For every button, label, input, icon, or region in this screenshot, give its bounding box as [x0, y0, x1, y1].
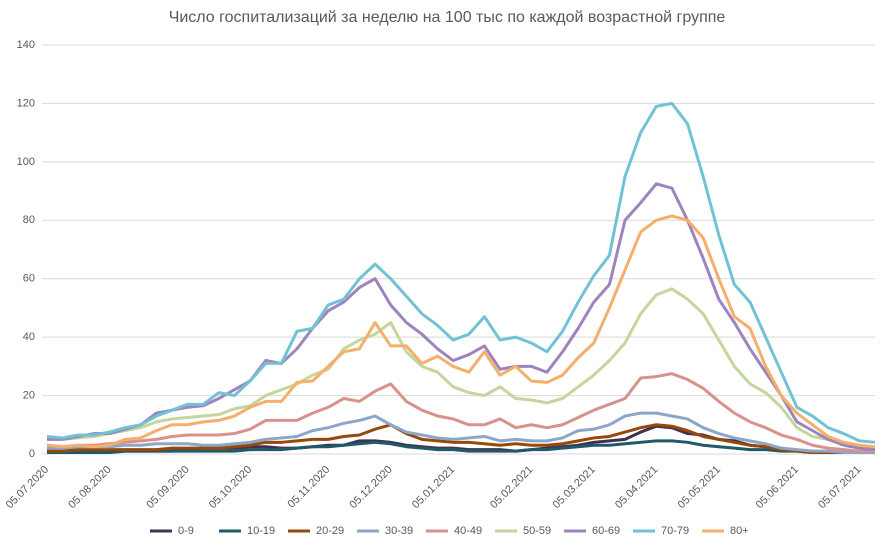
series-line [46, 214, 876, 449]
y-tick-label: 120 [17, 97, 35, 109]
chart-title: Число госпитализаций за неделю на 100 ты… [169, 9, 726, 26]
x-tick-label: 05.11.2020 [286, 464, 333, 511]
series-line [46, 101, 876, 444]
legend-label: 30-39 [385, 525, 413, 537]
x-tick-label: 05.06.2021 [754, 464, 801, 511]
legend-label: 20-29 [316, 525, 344, 537]
legend-label: 60-69 [592, 525, 620, 537]
series-line [47, 423, 875, 455]
y-tick-label: 0 [29, 448, 35, 460]
y-tick-label: 20 [23, 389, 35, 401]
legend-label: 40-49 [454, 525, 482, 537]
x-tick-label: 05.02.2021 [488, 464, 535, 511]
legend-label: 80+ [730, 525, 749, 537]
series-line [47, 182, 876, 452]
series-line [47, 411, 875, 455]
y-tick-label: 140 [17, 39, 35, 51]
x-tick-label: 05.10.2020 [207, 464, 254, 511]
legend-label: 70-79 [661, 525, 689, 537]
x-tick-label: 05.09.2020 [144, 464, 191, 511]
legend-label: 50-59 [523, 525, 551, 537]
series-line [47, 439, 875, 455]
y-tick-label: 40 [23, 331, 35, 343]
x-tick-label: 05.07.2021 [816, 464, 863, 511]
legend-label: 0-9 [178, 525, 194, 537]
x-tick-label: 05.08.2020 [66, 464, 113, 511]
series-line [46, 372, 875, 453]
x-tick-label: 05.12.2020 [347, 464, 394, 511]
x-tick-label: 05.03.2021 [551, 464, 598, 511]
y-tick-label: 100 [17, 156, 35, 168]
x-tick-label: 05.05.2021 [676, 464, 723, 511]
legend-label: 10-19 [247, 525, 275, 537]
series-line [47, 287, 876, 449]
y-tick-label: 60 [23, 273, 35, 285]
x-tick-label: 05.07.2020 [4, 464, 51, 511]
x-tick-label: 05.01.2021 [410, 464, 457, 511]
y-tick-label: 80 [23, 214, 35, 226]
x-tick-label: 05.04.2021 [613, 464, 660, 511]
